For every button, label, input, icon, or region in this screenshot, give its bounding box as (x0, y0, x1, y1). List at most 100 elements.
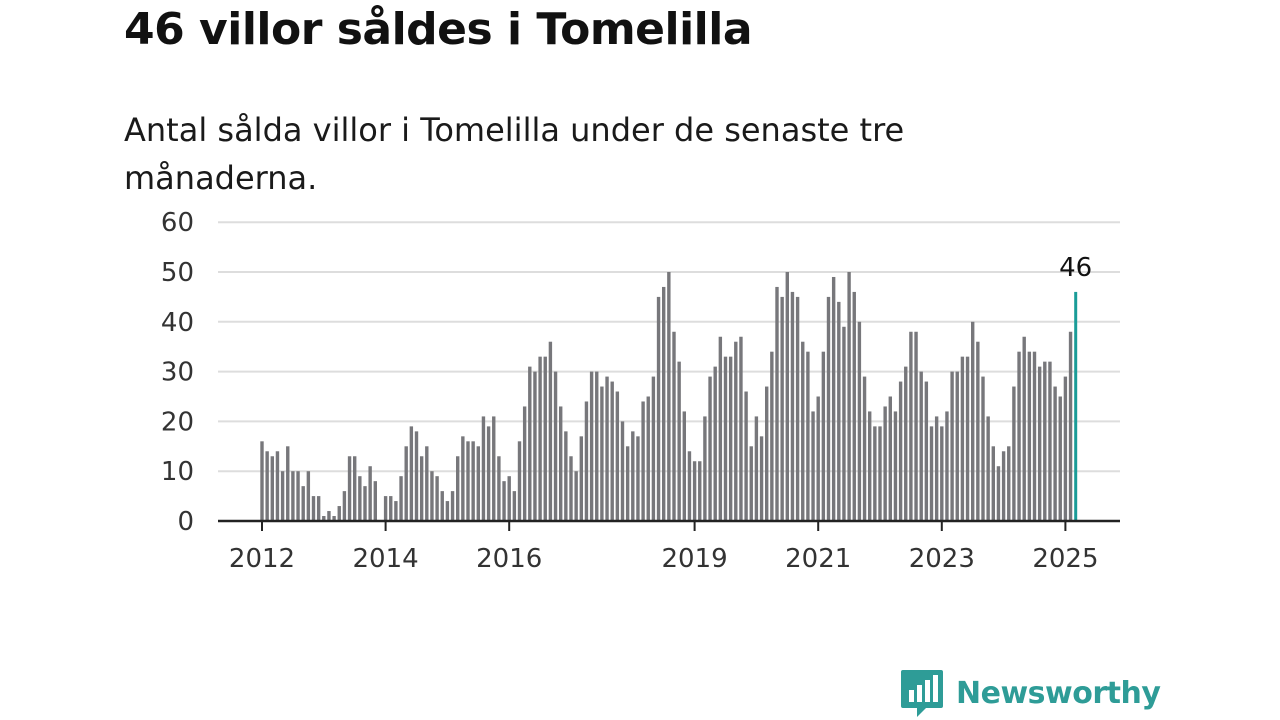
y-tick-label: 40 (161, 308, 194, 338)
bar (363, 486, 367, 521)
bar (708, 376, 712, 521)
bar (492, 416, 496, 521)
bar (584, 401, 589, 521)
bar (909, 331, 913, 521)
bar (548, 341, 553, 521)
bar (399, 476, 403, 521)
bar (801, 341, 805, 521)
bar (569, 456, 573, 521)
bar (512, 491, 517, 521)
bar (723, 356, 728, 521)
bar (1032, 351, 1037, 521)
bar (311, 496, 316, 521)
bar (672, 331, 676, 521)
bar (574, 471, 578, 521)
bar (739, 336, 743, 521)
bar (471, 441, 475, 521)
y-tick-label: 50 (161, 258, 194, 288)
bar (1068, 331, 1073, 521)
x-tick-label: 2021 (785, 544, 851, 574)
bar (445, 501, 450, 521)
bar (559, 406, 563, 521)
bar (971, 321, 975, 521)
bar (991, 446, 995, 521)
bar (940, 426, 944, 521)
bar (862, 376, 867, 521)
newsworthy-logo[interactable]: Newsworthy (900, 668, 1161, 718)
bar (538, 356, 542, 521)
y-tick-label: 20 (161, 407, 194, 437)
bar (497, 456, 501, 521)
bar (301, 486, 305, 521)
bar (615, 391, 620, 521)
x-tick-label: 2023 (909, 544, 975, 574)
bar (414, 431, 419, 521)
bar (389, 496, 393, 521)
bar (631, 431, 635, 521)
bar (795, 296, 800, 521)
bar (806, 351, 810, 521)
bar (662, 286, 666, 521)
bar (1058, 396, 1062, 521)
y-tick-label: 0 (177, 507, 194, 537)
bar (837, 301, 841, 521)
bar (1027, 351, 1032, 521)
logo-wordmark: Newsworthy (956, 675, 1161, 711)
bar (873, 426, 877, 521)
bar (857, 321, 862, 521)
bar (677, 361, 681, 521)
y-tick-label: 60 (161, 208, 194, 238)
bar (553, 371, 558, 521)
bar (986, 416, 990, 521)
bar (610, 381, 614, 521)
bar (332, 516, 336, 521)
bar (404, 446, 408, 521)
x-tick-label: 2025 (1032, 544, 1098, 574)
bar (898, 381, 903, 521)
bar (533, 371, 537, 521)
bar (904, 366, 908, 521)
bar (476, 446, 480, 521)
x-tick-label: 2014 (353, 544, 419, 574)
bar (1007, 446, 1011, 521)
x-tick-label: 2019 (662, 544, 728, 574)
bar (481, 416, 486, 521)
bar (646, 396, 650, 521)
bar (322, 516, 326, 521)
bar (641, 401, 645, 521)
bar (1053, 386, 1057, 521)
bar (1017, 351, 1021, 521)
bar (826, 296, 831, 521)
bar (790, 291, 795, 521)
bar (698, 461, 702, 521)
bar (765, 386, 769, 521)
bar-chart-speech-bubble-icon (901, 670, 943, 717)
bar (656, 296, 661, 521)
bar (996, 466, 1001, 521)
highlight-bar (1074, 291, 1078, 521)
bar (692, 461, 697, 521)
bar (950, 371, 954, 521)
bar (528, 366, 532, 521)
bar (744, 391, 748, 521)
bar (1022, 336, 1026, 521)
bar (667, 272, 671, 521)
bar (842, 326, 846, 521)
bar (1063, 376, 1068, 521)
bar (919, 371, 923, 521)
bar (703, 416, 707, 521)
bar (770, 351, 774, 521)
bar (734, 341, 738, 521)
bar (291, 471, 295, 521)
bar (347, 456, 352, 521)
bar (522, 406, 527, 521)
bar (466, 441, 470, 521)
bar (945, 411, 949, 521)
bar (914, 331, 918, 521)
bar (955, 371, 959, 521)
bar (280, 471, 285, 521)
bar (831, 276, 836, 521)
bar (337, 506, 341, 521)
bar (785, 272, 789, 521)
bar (296, 471, 300, 521)
